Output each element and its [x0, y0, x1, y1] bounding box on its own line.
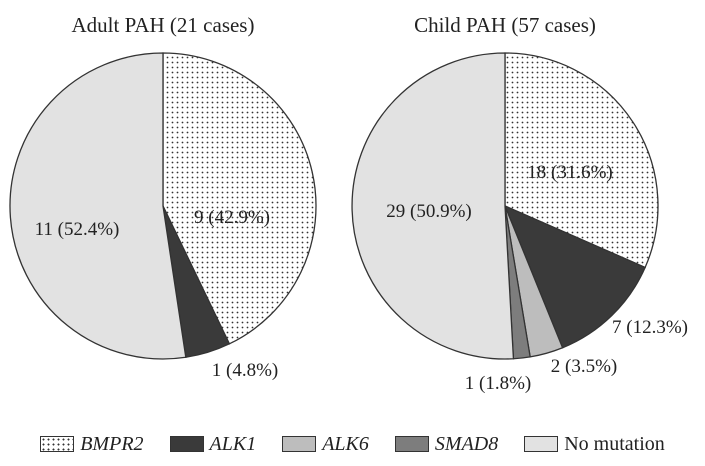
adult-slice-no-mutation — [9, 52, 187, 360]
adult-slice-bmpr2 — [162, 52, 317, 345]
adult-pie-slices: 9 (42.9%) 1 (4.8%) 11 (52.4%) — [9, 52, 317, 381]
child-label-no-mutation: 29 (50.9%) — [386, 201, 471, 222]
adult-label-alk1: 1 (4.8%) — [212, 360, 278, 381]
pie-figure: Adult PAH (21 cases) 9 (42.9%) 1 (4.8%) 11… — [9, 13, 688, 394]
legend-item-no-mutation: No mutation — [524, 433, 665, 456]
child-label-alk6: 2 (3.5%) — [551, 356, 617, 377]
legend-swatch-alk1 — [169, 436, 204, 452]
child-label-alk1: 7 (12.3%) — [612, 317, 688, 338]
legend-item-smad8: SMAD8 — [394, 432, 499, 456]
adult-label-bmpr2: 9 (42.9%) — [194, 207, 270, 228]
legend-label-alk6: ALK6 — [322, 432, 369, 455]
child-pie-chart: Child PAH (57 cases) 18 (31.6%) 7 (12.3%)… — [351, 13, 688, 394]
legend-item-alk1: ALK1 — [169, 432, 257, 456]
adult-label-no-mutation: 11 (52.4%) — [35, 219, 120, 240]
child-label-smad8: 1 (1.8%) — [465, 373, 531, 394]
legend-label-bmpr2: BMPR2 — [80, 432, 144, 455]
child-slice-no-mutation — [351, 52, 515, 360]
legend-label-no-mutation: No mutation — [564, 432, 665, 455]
child-chart-title: Child PAH (57 cases) — [414, 13, 596, 37]
legend-item-bmpr2: BMPR2 — [40, 432, 144, 456]
child-label-bmpr2: 18 (31.6%) — [527, 162, 612, 183]
legend-swatch-alk6 — [282, 436, 317, 452]
legend: BMPR2 ALK1 ALK6 SMAD8 No mutation — [0, 428, 705, 460]
adult-pie-chart: Adult PAH (21 cases) 9 (42.9%) 1 (4.8%) 11… — [9, 13, 317, 381]
child-slice-alk1 — [503, 204, 646, 349]
legend-swatch-no-mutation — [524, 436, 559, 452]
child-slice-bmpr2 — [504, 52, 659, 269]
legend-label-alk1: ALK1 — [209, 432, 257, 455]
adult-chart-title: Adult PAH (21 cases) — [72, 13, 255, 37]
child-pie-slices: 18 (31.6%) 7 (12.3%) 2 (3.5%) 1 (1.8%) 29 (5… — [351, 52, 688, 394]
legend-item-alk6: ALK6 — [282, 433, 369, 456]
legend-label-smad8: SMAD8 — [434, 432, 499, 455]
legend-swatch-smad8 — [394, 436, 429, 452]
legend-swatch-bmpr2 — [40, 436, 75, 452]
